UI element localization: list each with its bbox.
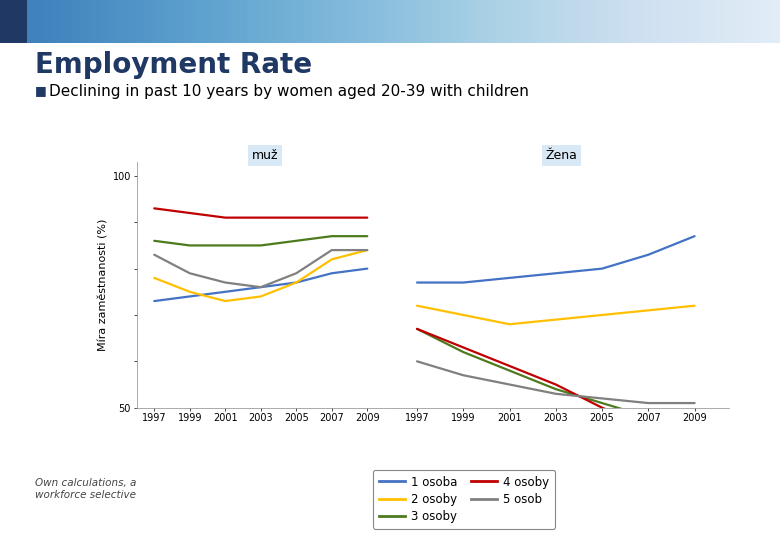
Text: ■: ■: [35, 84, 47, 97]
Title: muž: muž: [252, 149, 278, 162]
Text: Own calculations, a
workforce selective: Own calculations, a workforce selective: [35, 478, 136, 500]
Title: Žena: Žena: [546, 149, 577, 162]
Text: Employment Rate: Employment Rate: [35, 51, 312, 79]
Bar: [0, 0, 27, 43]
Legend: 1 osoba, 2 osoby, 3 osoby, 4 osoby, 5 osob: 1 osoba, 2 osoby, 3 osoby, 4 osoby, 5 os…: [373, 470, 555, 529]
Y-axis label: Míra zaměstnanosti (%): Míra zaměstnanosti (%): [98, 219, 108, 351]
Text: Declining in past 10 years by women aged 20-39 with children: Declining in past 10 years by women aged…: [49, 84, 529, 99]
